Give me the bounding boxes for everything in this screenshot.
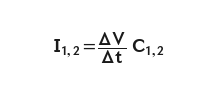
Text: $\mathbf{I_{1,2}} = \dfrac{\mathbf{\Delta V}}{\mathbf{\Delta t}}\ \mathbf{C_{1,2: $\mathbf{I_{1,2}} = \dfrac{\mathbf{\Delt… [53, 30, 165, 66]
